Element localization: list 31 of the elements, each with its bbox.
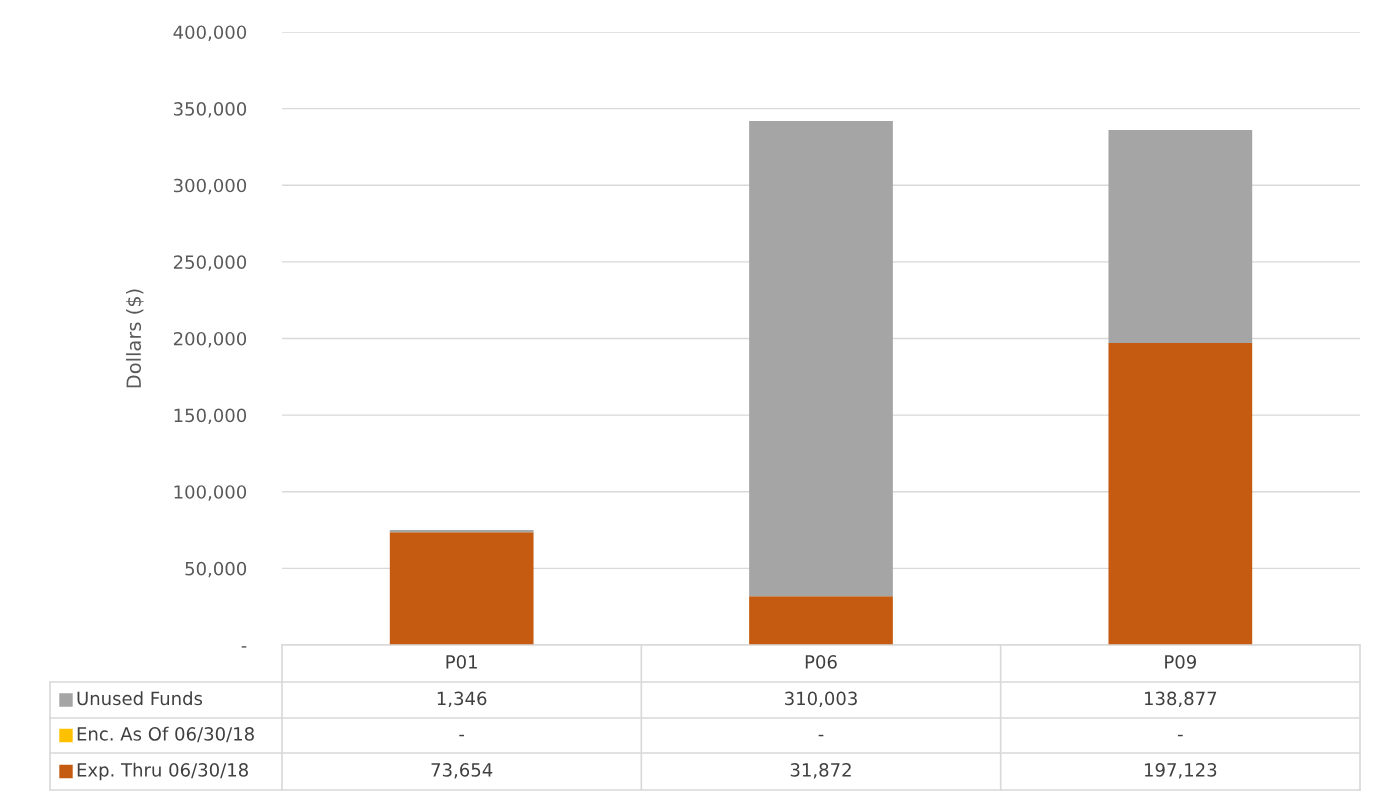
y-tick-label: - xyxy=(241,646,247,648)
bar xyxy=(1108,342,1253,645)
y-tick-label: 150,000 xyxy=(174,408,247,425)
data-label: 197,123 xyxy=(1144,763,1217,779)
legend-label: Unused Funds xyxy=(77,691,203,706)
y-tick-label: 50,000 xyxy=(185,561,247,578)
bar xyxy=(749,596,893,645)
y-tick-label: 250,000 xyxy=(173,255,247,271)
y-tick-label: 350,000 xyxy=(173,102,247,118)
data-label: 73,654 xyxy=(431,763,493,779)
data-label: 138,877 xyxy=(1144,691,1217,708)
bar xyxy=(389,530,534,533)
data-label: 31,872 xyxy=(790,763,851,779)
x-tick-label: P06 xyxy=(805,655,837,669)
x-tick-label: P09 xyxy=(1165,655,1196,669)
data-label: - xyxy=(818,734,824,737)
data-label: - xyxy=(459,734,465,737)
bar xyxy=(389,532,534,645)
y-tick-label: 400,000 xyxy=(173,25,247,41)
bar xyxy=(1108,130,1253,343)
x-tick-label: P01 xyxy=(446,655,477,669)
bar xyxy=(749,121,893,597)
legend-label: Exp. Thru 06/30/18 xyxy=(77,762,248,781)
y-tick-label: 300,000 xyxy=(173,178,247,195)
y-tick-label: 200,000 xyxy=(173,331,247,348)
y-tick-label: 100,000 xyxy=(174,485,247,501)
y-axis-title: Dollars ($) xyxy=(126,289,144,388)
data-label: 310,003 xyxy=(785,691,857,708)
data-label: 1,346 xyxy=(437,691,487,708)
legend-label: Enc. As Of 06/30/18 xyxy=(77,726,254,743)
data-label: - xyxy=(1177,734,1183,737)
